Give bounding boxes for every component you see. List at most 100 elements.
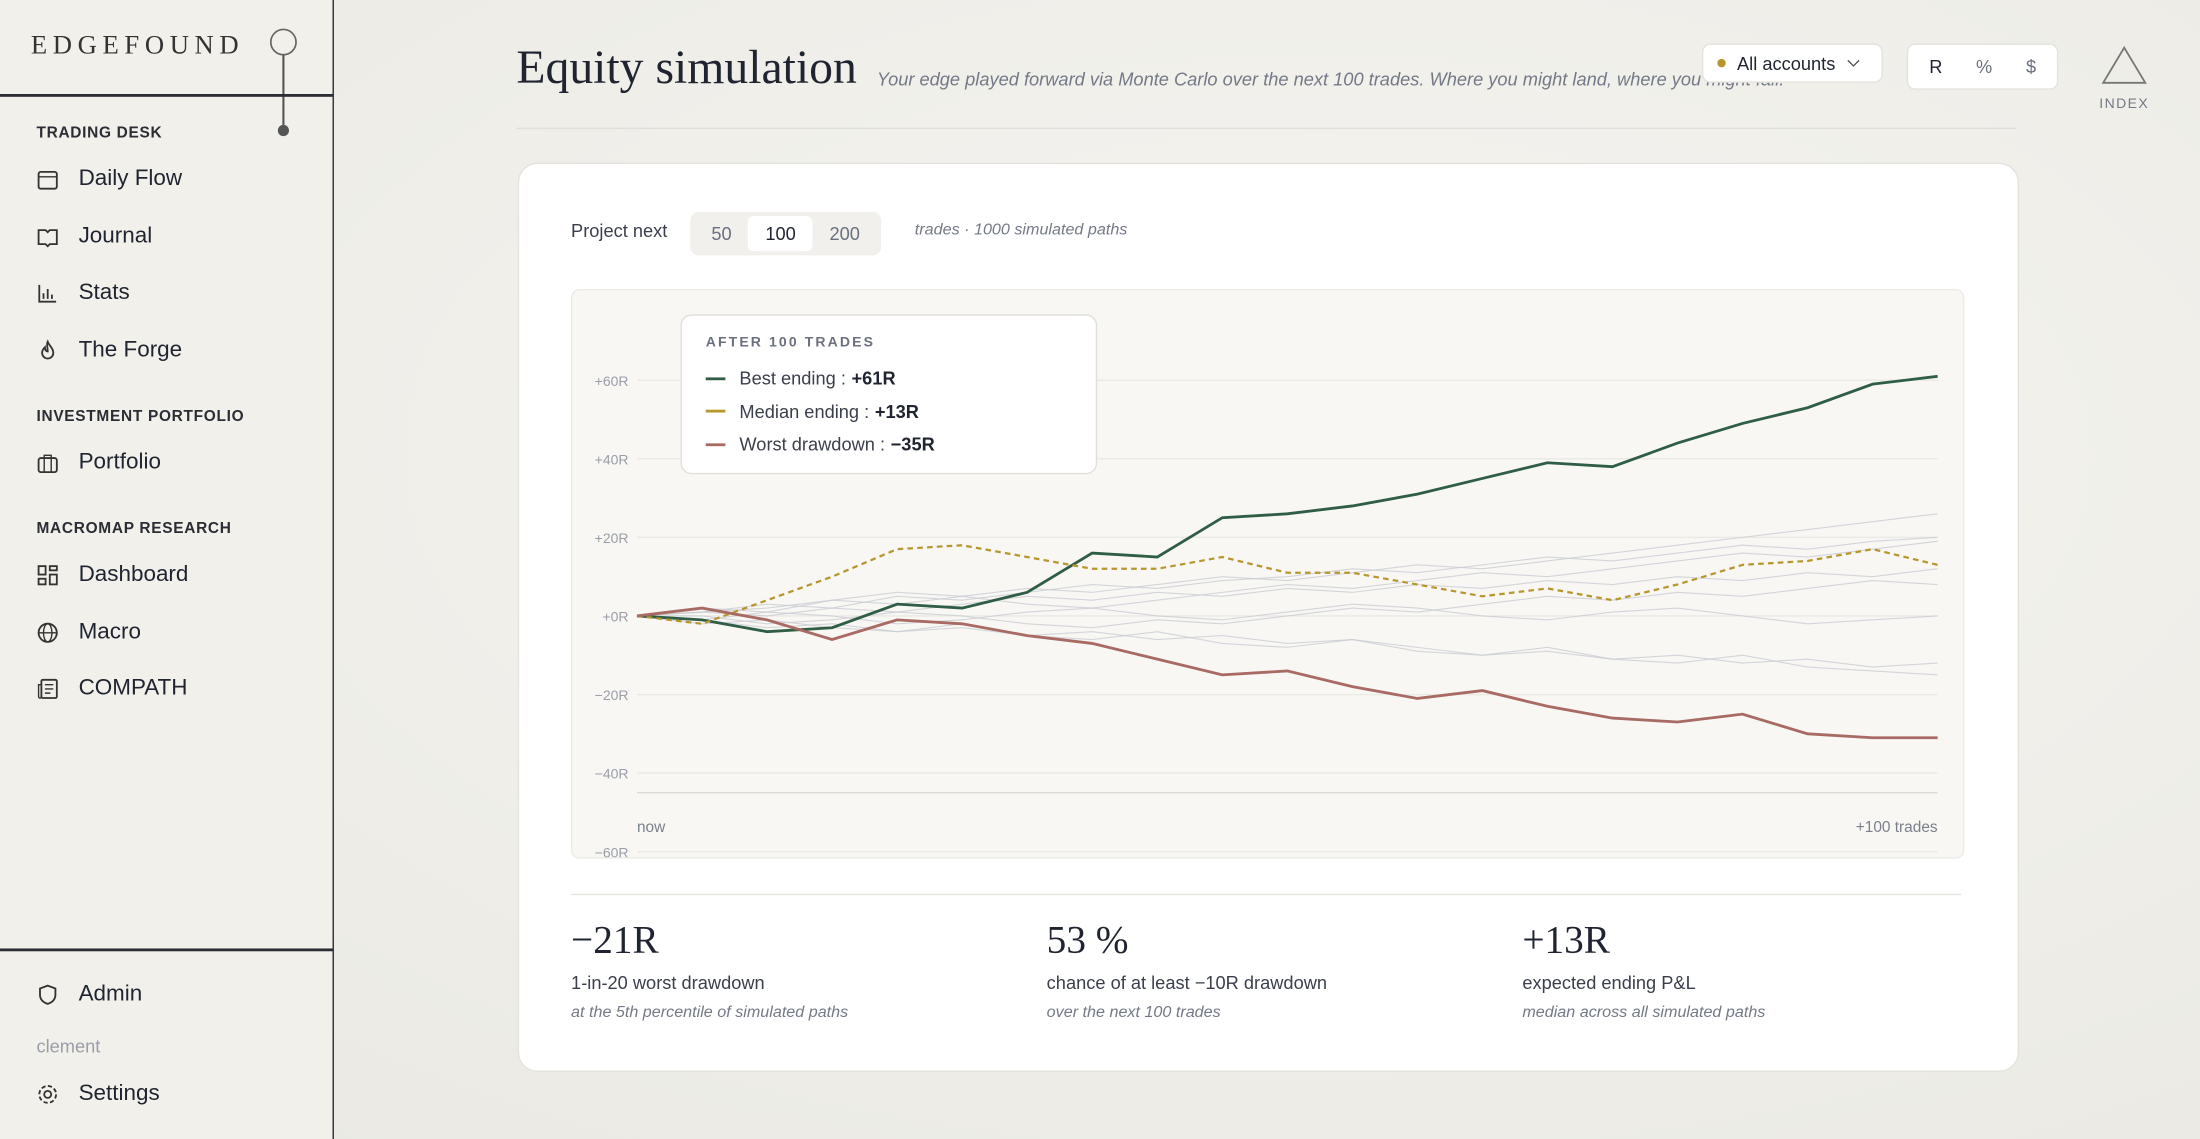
tooltip: AFTER 100 TRADES Best ending : +61R Media… [680, 314, 1098, 475]
toggle-option[interactable]: % [1976, 56, 1993, 78]
toggle-option[interactable]: $ [2025, 56, 2037, 78]
icon [38, 1085, 58, 1104]
divider [516, 127, 2017, 130]
y-tick-label: +20R [595, 530, 629, 546]
nav-item[interactable]: Admin [36, 982, 142, 1007]
nav-item[interactable]: Settings [36, 1081, 160, 1107]
nav-label: Stats [78, 280, 130, 305]
stat-value: +13R [1522, 919, 1610, 963]
nav-label: Settings [78, 1081, 160, 1106]
icon [41, 339, 55, 360]
tooltip-label: Median ending : [739, 400, 870, 422]
y-tick-label: −20R [595, 687, 629, 703]
icon [38, 284, 57, 303]
section-title: MACROMAP RESEARCH [36, 520, 232, 538]
simulated-path [636, 536, 1938, 617]
section-title: INVESTMENT PORTFOLIO [36, 408, 245, 426]
simulated-path [636, 513, 1938, 617]
stat: −21R 1-in-20 worst drawdown at the 5th per… [571, 919, 848, 1021]
nav-label: Portfolio [78, 450, 161, 475]
index-label: INDEX [2099, 96, 2150, 113]
chart-panel: −60R −40R −20R +0R +20R +40R +60R now +100 trade… [571, 289, 1965, 859]
toggle-option[interactable]: R [1912, 49, 1960, 85]
icon [37, 622, 58, 643]
stat-value: −21R [571, 919, 659, 963]
x-tick-label: +100 trades [1856, 819, 1938, 836]
divider [0, 94, 333, 97]
nav-item[interactable]: Portfolio [36, 450, 161, 475]
chevron [1847, 59, 1860, 67]
nav-label: Daily Flow [78, 166, 183, 191]
nav-item[interactable]: Daily Flow [36, 167, 182, 192]
index-icon[interactable] [2099, 45, 2150, 87]
toggle-option[interactable]: 100 [748, 216, 813, 252]
icon [37, 678, 58, 699]
series-line [636, 606, 1938, 740]
brand: EDGEFOUND [30, 30, 245, 61]
stat-note: over the next 100 trades [1046, 1004, 1221, 1022]
y-tick-label: +60R [595, 373, 629, 389]
stat-label: 1-in-20 worst drawdown [571, 972, 765, 994]
y-tick-label: +0R [602, 609, 628, 625]
toggle-option[interactable]: 200 [829, 223, 860, 245]
series-line [636, 374, 1938, 634]
account-label: All accounts [1736, 52, 1836, 74]
stat: 53 % chance of at least −10R drawdown over… [1047, 919, 1327, 1021]
simulated-path [636, 540, 1938, 617]
simulated-path [636, 615, 1938, 668]
stat-label: expected ending P&L [1522, 972, 1696, 994]
nav-item[interactable]: The Forge [36, 338, 182, 363]
unit-toggle: R% $ [1906, 43, 2059, 90]
series-line [636, 544, 1938, 625]
nav-item[interactable]: Journal [36, 224, 152, 249]
nav-item[interactable]: Dashboard [36, 563, 188, 588]
divider [0, 948, 333, 951]
swatch [705, 410, 726, 413]
simulated-path [636, 580, 1938, 629]
nav-label: The Forge [78, 338, 183, 362]
y-tick-label: −40R [595, 766, 629, 782]
simulated-path [636, 615, 1938, 676]
sidebar: EDGEFOUND TRADING DESK Daily Flow Journa… [0, 0, 334, 1139]
nav-label: Admin [78, 982, 143, 1006]
nav-item[interactable]: Stats [36, 280, 130, 306]
tooltip-value: +13R [874, 400, 919, 422]
project-label: Project next [571, 220, 668, 242]
account-dropdown[interactable]: All accounts [1701, 43, 1883, 83]
toggle-option[interactable]: 50 [711, 223, 732, 245]
tooltip-title: AFTER 100 TRADES [705, 335, 876, 351]
tooltip-label: Best ending : [739, 367, 846, 389]
nav-item[interactable]: Macro [36, 620, 141, 645]
tooltip-label: Worst drawdown : [739, 433, 886, 455]
divider [571, 893, 1962, 896]
icon [39, 984, 57, 1005]
tooltip-row: Worst drawdown : −35R [705, 428, 1072, 461]
nav-label: COMPATH [78, 676, 188, 701]
page-subtitle: Your edge played forward via Monte Carlo… [876, 68, 1785, 90]
tooltip-row: Median ending : +13R [705, 395, 1072, 428]
icon [37, 565, 58, 586]
project-note: trades · 1000 simulated paths [914, 221, 1128, 239]
stat: +13R expected ending P&L median across all… [1522, 919, 1765, 1021]
nav-label: Dashboard [78, 562, 189, 587]
y-tick-label: +40R [595, 451, 629, 467]
nav-item[interactable]: COMPATH [36, 676, 187, 701]
nav-label: Journal [78, 224, 153, 249]
tooltip-row: Best ending : +61R [705, 362, 1072, 395]
section-title: TRADING DESK [36, 124, 163, 142]
icon [37, 170, 58, 190]
dot [1717, 58, 1726, 68]
stat-value: 53 % [1046, 919, 1129, 963]
stat-note: at the 5th percentile of simulated paths [571, 1004, 849, 1022]
tooltip-value: −35R [890, 433, 935, 455]
nav-label: Macro [78, 620, 141, 645]
tooltip-value: +61R [851, 367, 896, 389]
lamp-icon [269, 28, 297, 137]
stat-note: median across all simulated paths [1522, 1004, 1766, 1022]
simulated-path [636, 603, 1938, 625]
page-title: Equity simulation [516, 42, 857, 95]
swatch [705, 377, 726, 380]
simulated-path [636, 568, 1938, 617]
